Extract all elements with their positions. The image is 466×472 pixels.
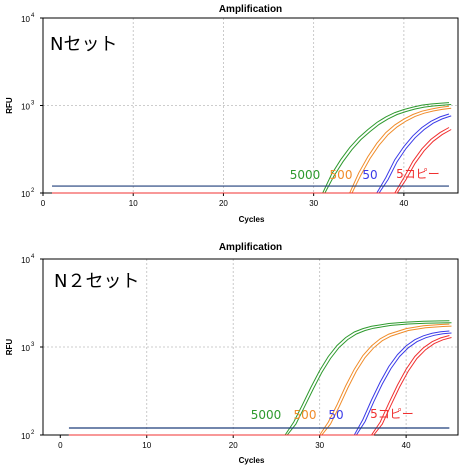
x-tick-label: 30 — [309, 199, 318, 208]
y-tick-label: 10 — [21, 103, 30, 112]
series-label: 50 — [328, 408, 343, 422]
x-axis-label: Cycles — [239, 215, 265, 224]
y-axis-label: RFU — [5, 97, 14, 114]
panel-label: N２セット — [54, 271, 139, 292]
series-line-4 — [52, 127, 450, 194]
series-label: 5コピー — [396, 167, 440, 181]
series-line-1 — [71, 322, 452, 436]
series-label: 5000 — [251, 408, 282, 422]
y-tick-label: 10 — [21, 256, 30, 265]
y-tick-label: 10 — [21, 344, 30, 353]
chart-title: Amplification — [219, 4, 282, 15]
x-tick-label: 20 — [229, 441, 238, 450]
series-line-2 — [52, 105, 450, 194]
panel-label: Nセット — [50, 34, 117, 55]
series-line-2 — [68, 323, 450, 436]
series-label: 5コピー — [370, 407, 414, 421]
series-line-4 — [54, 129, 452, 194]
series-label: 500 — [330, 168, 353, 182]
series-label: 50 — [362, 168, 377, 182]
y-tick-label: 10 — [21, 15, 30, 24]
x-axis-label: Cycles — [239, 456, 265, 465]
series-line-2 — [71, 325, 452, 436]
y-axis-label: RFU — [5, 339, 14, 356]
series-label: 500 — [294, 408, 317, 422]
y-tick-exponent: 2 — [31, 188, 35, 194]
series-line-3 — [52, 113, 450, 194]
y-tick-exponent: 3 — [31, 342, 35, 348]
y-tick-exponent: 2 — [31, 430, 35, 436]
series-line-3 — [71, 332, 452, 436]
series-line-3 — [68, 330, 450, 436]
x-tick-label: 10 — [142, 441, 151, 450]
y-tick-exponent: 4 — [31, 254, 35, 260]
chart-title: Amplification — [219, 242, 282, 253]
series-line-2 — [54, 107, 452, 194]
x-tick-label: 40 — [402, 441, 411, 450]
series-line-1 — [68, 320, 450, 436]
y-tick-exponent: 4 — [31, 13, 35, 19]
series-line-4 — [68, 335, 450, 436]
y-tick-label: 10 — [21, 432, 30, 441]
x-tick-label: 10 — [129, 199, 138, 208]
y-tick-exponent: 3 — [31, 101, 35, 107]
x-tick-label: 20 — [219, 199, 228, 208]
series-label: 5000 — [290, 168, 321, 182]
x-tick-label: 40 — [399, 199, 408, 208]
x-tick-label: 0 — [58, 441, 63, 450]
series-line-1 — [52, 102, 450, 194]
x-tick-label: 0 — [41, 199, 46, 208]
x-tick-label: 30 — [315, 441, 324, 450]
y-tick-label: 10 — [21, 190, 30, 199]
series-line-1 — [54, 104, 452, 194]
